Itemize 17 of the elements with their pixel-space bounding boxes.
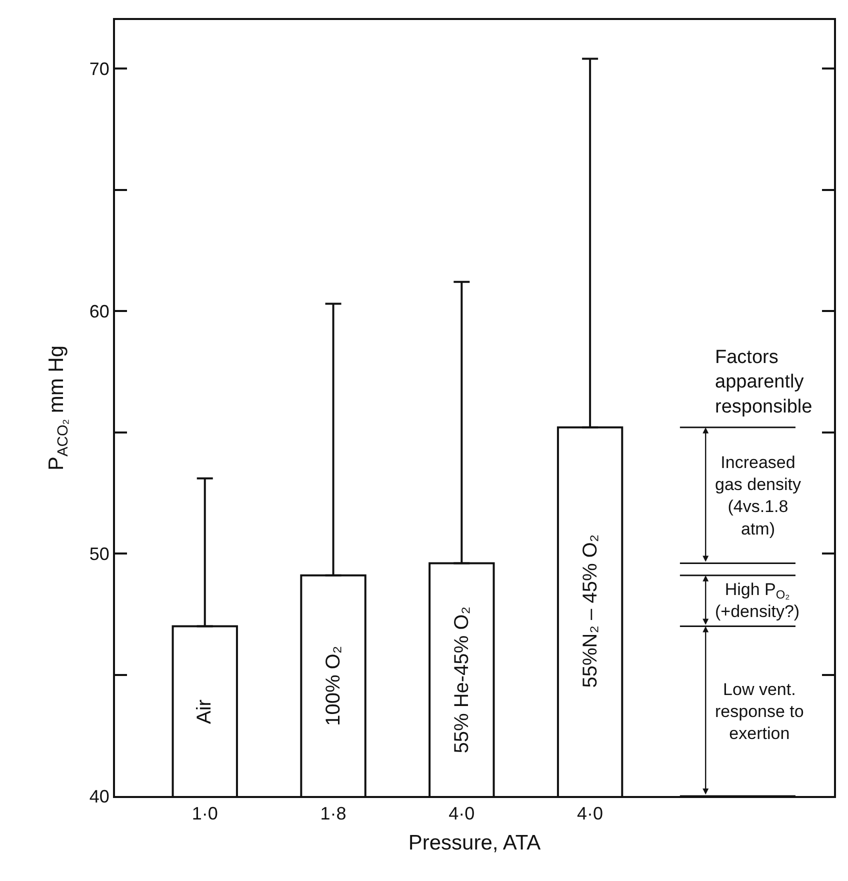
text: Low vent. response to exertion xyxy=(715,680,804,744)
text: High P$_{O₂}$ (+density?) xyxy=(715,580,800,622)
annotation: 55%N₂ – 45% O₂ xyxy=(579,534,602,688)
x-tick-label: 4·0 xyxy=(448,804,475,824)
y-tick-label: 70 xyxy=(89,58,110,79)
annotation: 55% He-45% O₂ xyxy=(451,606,474,754)
x-tick-label: 1·8 xyxy=(320,804,346,824)
y-tick-label: 60 xyxy=(89,301,110,322)
text: Factors apparently responsible xyxy=(715,347,812,418)
y-tick-label: 40 xyxy=(89,786,110,806)
x-tick-label: 4·0 xyxy=(577,804,604,824)
annotation: 100% O₂ xyxy=(322,646,345,726)
x-axis-title: Pressure, ATA xyxy=(408,831,541,854)
text: Increased gas density (4vs.1.8 atm) xyxy=(715,453,802,538)
x-tick-label: 1·0 xyxy=(192,804,218,824)
annotation: Air xyxy=(194,699,216,724)
y-tick-label: 50 xyxy=(89,544,110,564)
